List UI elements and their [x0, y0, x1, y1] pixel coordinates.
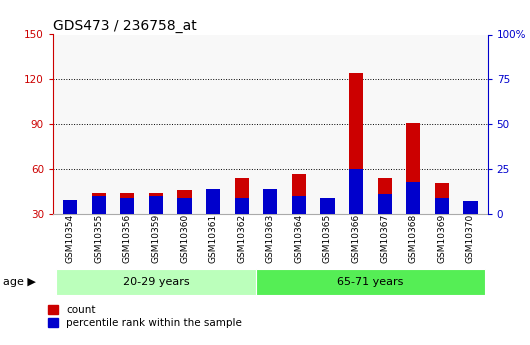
Text: GSM10370: GSM10370	[466, 214, 475, 263]
Bar	[435, 198, 449, 214]
Bar	[377, 178, 392, 214]
Text: GSM10354: GSM10354	[66, 214, 75, 263]
Text: GSM10363: GSM10363	[266, 214, 275, 263]
Bar	[56, 269, 256, 295]
Bar	[463, 201, 478, 214]
Bar	[292, 196, 306, 214]
Bar	[92, 193, 106, 214]
Text: GSM10365: GSM10365	[323, 214, 332, 263]
Text: GSM10359: GSM10359	[152, 214, 161, 263]
Text: GSM10366: GSM10366	[351, 214, 360, 263]
Bar	[92, 196, 106, 214]
Bar	[256, 269, 485, 295]
Text: GSM10356: GSM10356	[123, 214, 132, 263]
Bar	[149, 196, 163, 214]
Bar	[178, 198, 192, 214]
Legend: count, percentile rank within the sample: count, percentile rank within the sample	[48, 305, 242, 328]
Text: GSM10355: GSM10355	[94, 214, 103, 263]
Bar	[349, 169, 363, 214]
Bar	[349, 73, 363, 214]
Bar	[320, 198, 334, 214]
Text: GSM10364: GSM10364	[294, 214, 303, 263]
Bar	[320, 204, 334, 214]
Text: GDS473 / 236758_at: GDS473 / 236758_at	[53, 19, 197, 33]
Bar	[120, 198, 135, 214]
Bar	[206, 189, 220, 214]
Bar	[463, 204, 478, 214]
Bar	[377, 194, 392, 214]
Text: age ▶: age ▶	[3, 277, 36, 287]
Bar	[263, 189, 277, 214]
Bar	[63, 209, 77, 214]
Text: GSM10361: GSM10361	[209, 214, 218, 263]
Bar	[120, 193, 135, 214]
Text: 20-29 years: 20-29 years	[122, 277, 189, 287]
Text: 65-71 years: 65-71 years	[337, 277, 403, 287]
Bar	[149, 193, 163, 214]
Bar	[435, 183, 449, 214]
Bar	[206, 213, 220, 214]
Text: GSM10360: GSM10360	[180, 214, 189, 263]
Bar	[263, 213, 277, 214]
Bar	[235, 178, 249, 214]
Text: GSM10362: GSM10362	[237, 214, 246, 263]
Bar	[178, 190, 192, 214]
Text: GSM10367: GSM10367	[380, 214, 389, 263]
Bar	[235, 198, 249, 214]
Bar	[63, 199, 77, 214]
Text: GSM10369: GSM10369	[437, 214, 446, 263]
Bar	[292, 174, 306, 214]
Bar	[406, 123, 420, 214]
Text: GSM10368: GSM10368	[409, 214, 418, 263]
Bar	[406, 181, 420, 214]
